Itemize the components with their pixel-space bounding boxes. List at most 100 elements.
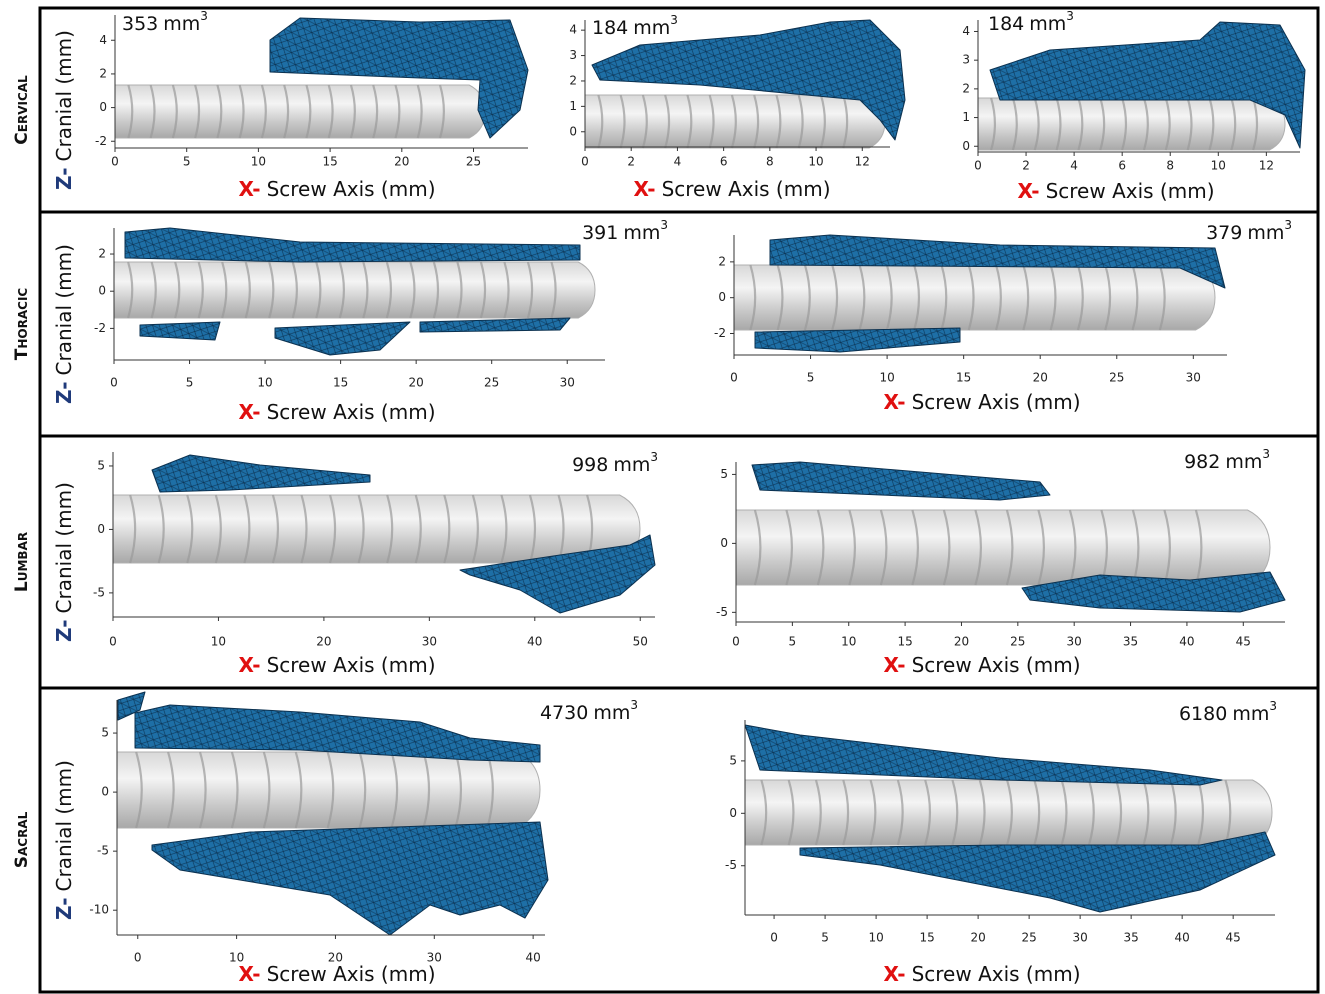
x-axis-prefix: X- bbox=[883, 390, 905, 414]
x-tick-label: 25 bbox=[466, 155, 481, 169]
y-tick-label: -5 bbox=[93, 585, 105, 599]
volume-unit: mm bbox=[1232, 703, 1269, 725]
x-tick-label: 35 bbox=[1124, 931, 1139, 945]
x-tick-label: 10 bbox=[257, 376, 272, 390]
y-tick-label: 5 bbox=[720, 467, 728, 481]
x-axis-title: Screw Axis (mm) bbox=[267, 400, 436, 424]
y-tick-label: 2 bbox=[98, 247, 106, 261]
x-tick-label: 6 bbox=[1118, 159, 1126, 173]
x-tick-label: 20 bbox=[409, 376, 424, 390]
y-tick-label: 5 bbox=[97, 458, 105, 472]
x-tick-label: 40 bbox=[1179, 635, 1194, 649]
y-tick-label: 2 bbox=[569, 73, 577, 87]
cement-mesh bbox=[140, 322, 220, 340]
y-tick-label: 2 bbox=[99, 66, 107, 80]
y-tick-label: -2 bbox=[95, 134, 107, 148]
x-axis-label: X-Screw Axis (mm) bbox=[633, 177, 830, 201]
x-tick-label: 15 bbox=[333, 376, 348, 390]
volume-label: 391mm3 bbox=[582, 218, 668, 244]
x-tick-label: 12 bbox=[855, 155, 870, 169]
y-tick-label: 0 bbox=[99, 100, 107, 114]
x-axis-prefix: X- bbox=[883, 962, 905, 986]
x-axis-prefix: X- bbox=[238, 653, 260, 677]
x-tick-label: 5 bbox=[789, 635, 797, 649]
x-tick-label: 45 bbox=[1236, 635, 1251, 649]
y-tick-label: -5 bbox=[725, 858, 737, 872]
x-axis-prefix: X- bbox=[238, 177, 260, 201]
x-tick-label: 5 bbox=[186, 376, 194, 390]
x-tick-label: 0 bbox=[134, 951, 142, 965]
x-tick-label: 20 bbox=[1033, 371, 1048, 385]
x-axis-title: Screw Axis (mm) bbox=[267, 653, 436, 677]
x-axis-label: X-Screw Axis (mm) bbox=[238, 962, 435, 986]
volume-unit: mm bbox=[1225, 451, 1262, 473]
x-axis-label: X-Screw Axis (mm) bbox=[883, 962, 1080, 986]
x-axis-label: X- Screw Axis (mm) bbox=[238, 653, 435, 677]
volume-label: 998mm3 bbox=[572, 450, 658, 476]
y-axis-label: Z-Cranial (mm) bbox=[52, 482, 76, 642]
x-tick-label: 0 bbox=[111, 155, 119, 169]
cement-mesh bbox=[275, 322, 410, 355]
x-tick-label: 50 bbox=[633, 635, 648, 649]
x-axis-title: Screw Axis (mm) bbox=[912, 653, 1081, 677]
x-tick-label: 8 bbox=[766, 155, 774, 169]
volume-value: 391 bbox=[582, 222, 618, 244]
volume-label: 184mm3 bbox=[592, 13, 678, 39]
y-tick-label: 4 bbox=[99, 33, 107, 47]
x-tick-label: 10 bbox=[868, 931, 883, 945]
x-tick-label: 15 bbox=[956, 371, 971, 385]
volume-exponent: 3 bbox=[670, 13, 678, 27]
x-axis-label: X-Screw Axis (mm) bbox=[238, 177, 435, 201]
y-tick-label: 0 bbox=[98, 284, 106, 298]
x-tick-label: 0 bbox=[732, 635, 740, 649]
x-tick-label: 6 bbox=[720, 155, 728, 169]
x-tick-label: 0 bbox=[109, 635, 117, 649]
y-tick-label: 0 bbox=[962, 139, 970, 153]
y-tick-label: -5 bbox=[97, 844, 109, 858]
volume-value: 184 bbox=[988, 13, 1024, 35]
volume-exponent: 3 bbox=[650, 450, 658, 464]
screw bbox=[114, 262, 595, 318]
volume-exponent: 3 bbox=[1269, 699, 1277, 713]
row-label: Thoracic bbox=[12, 288, 32, 361]
x-tick-label: 25 bbox=[484, 376, 499, 390]
figure: CervicalZ-Cranial (mm)0510152025-2024X-S… bbox=[0, 0, 1325, 994]
volume-unit: mm bbox=[633, 17, 670, 39]
x-tick-label: 30 bbox=[1186, 371, 1201, 385]
x-axis-label: X- Screw Axis (mm) bbox=[883, 390, 1080, 414]
y-tick-label: 4 bbox=[569, 23, 577, 37]
x-tick-label: 0 bbox=[730, 371, 738, 385]
x-tick-label: 40 bbox=[525, 951, 540, 965]
volume-unit: mm bbox=[1247, 222, 1284, 244]
x-tick-label: 5 bbox=[821, 931, 829, 945]
x-tick-label: 2 bbox=[1022, 159, 1030, 173]
y-axis-label: Z-Cranial (mm) bbox=[52, 760, 76, 920]
x-tick-label: 10 bbox=[879, 371, 894, 385]
x-axis-prefix: X- bbox=[238, 962, 260, 986]
row-label: Sacral bbox=[12, 811, 32, 868]
x-tick-label: 10 bbox=[1211, 159, 1226, 173]
x-tick-label: 25 bbox=[1109, 371, 1124, 385]
cement-mesh bbox=[755, 328, 960, 352]
x-tick-label: 10 bbox=[211, 635, 226, 649]
x-axis-label: X-Screw Axis (mm) bbox=[1017, 179, 1214, 203]
x-tick-label: 30 bbox=[560, 376, 575, 390]
y-tick-label: 2 bbox=[962, 81, 970, 95]
x-axis-title: Screw Axis (mm) bbox=[912, 390, 1081, 414]
x-tick-label: 25 bbox=[1021, 931, 1036, 945]
volume-value: 6180 bbox=[1179, 703, 1227, 725]
y-tick-label: 3 bbox=[962, 53, 970, 67]
x-tick-label: 20 bbox=[954, 635, 969, 649]
x-tick-label: 25 bbox=[1010, 635, 1025, 649]
y-axis-prefix: Z- bbox=[52, 619, 76, 641]
x-tick-label: 5 bbox=[183, 155, 191, 169]
x-tick-label: 40 bbox=[1175, 931, 1190, 945]
y-axis-prefix: Z- bbox=[52, 381, 76, 403]
x-tick-label: 0 bbox=[581, 155, 589, 169]
cement-mesh bbox=[152, 822, 548, 935]
screw bbox=[117, 752, 540, 828]
